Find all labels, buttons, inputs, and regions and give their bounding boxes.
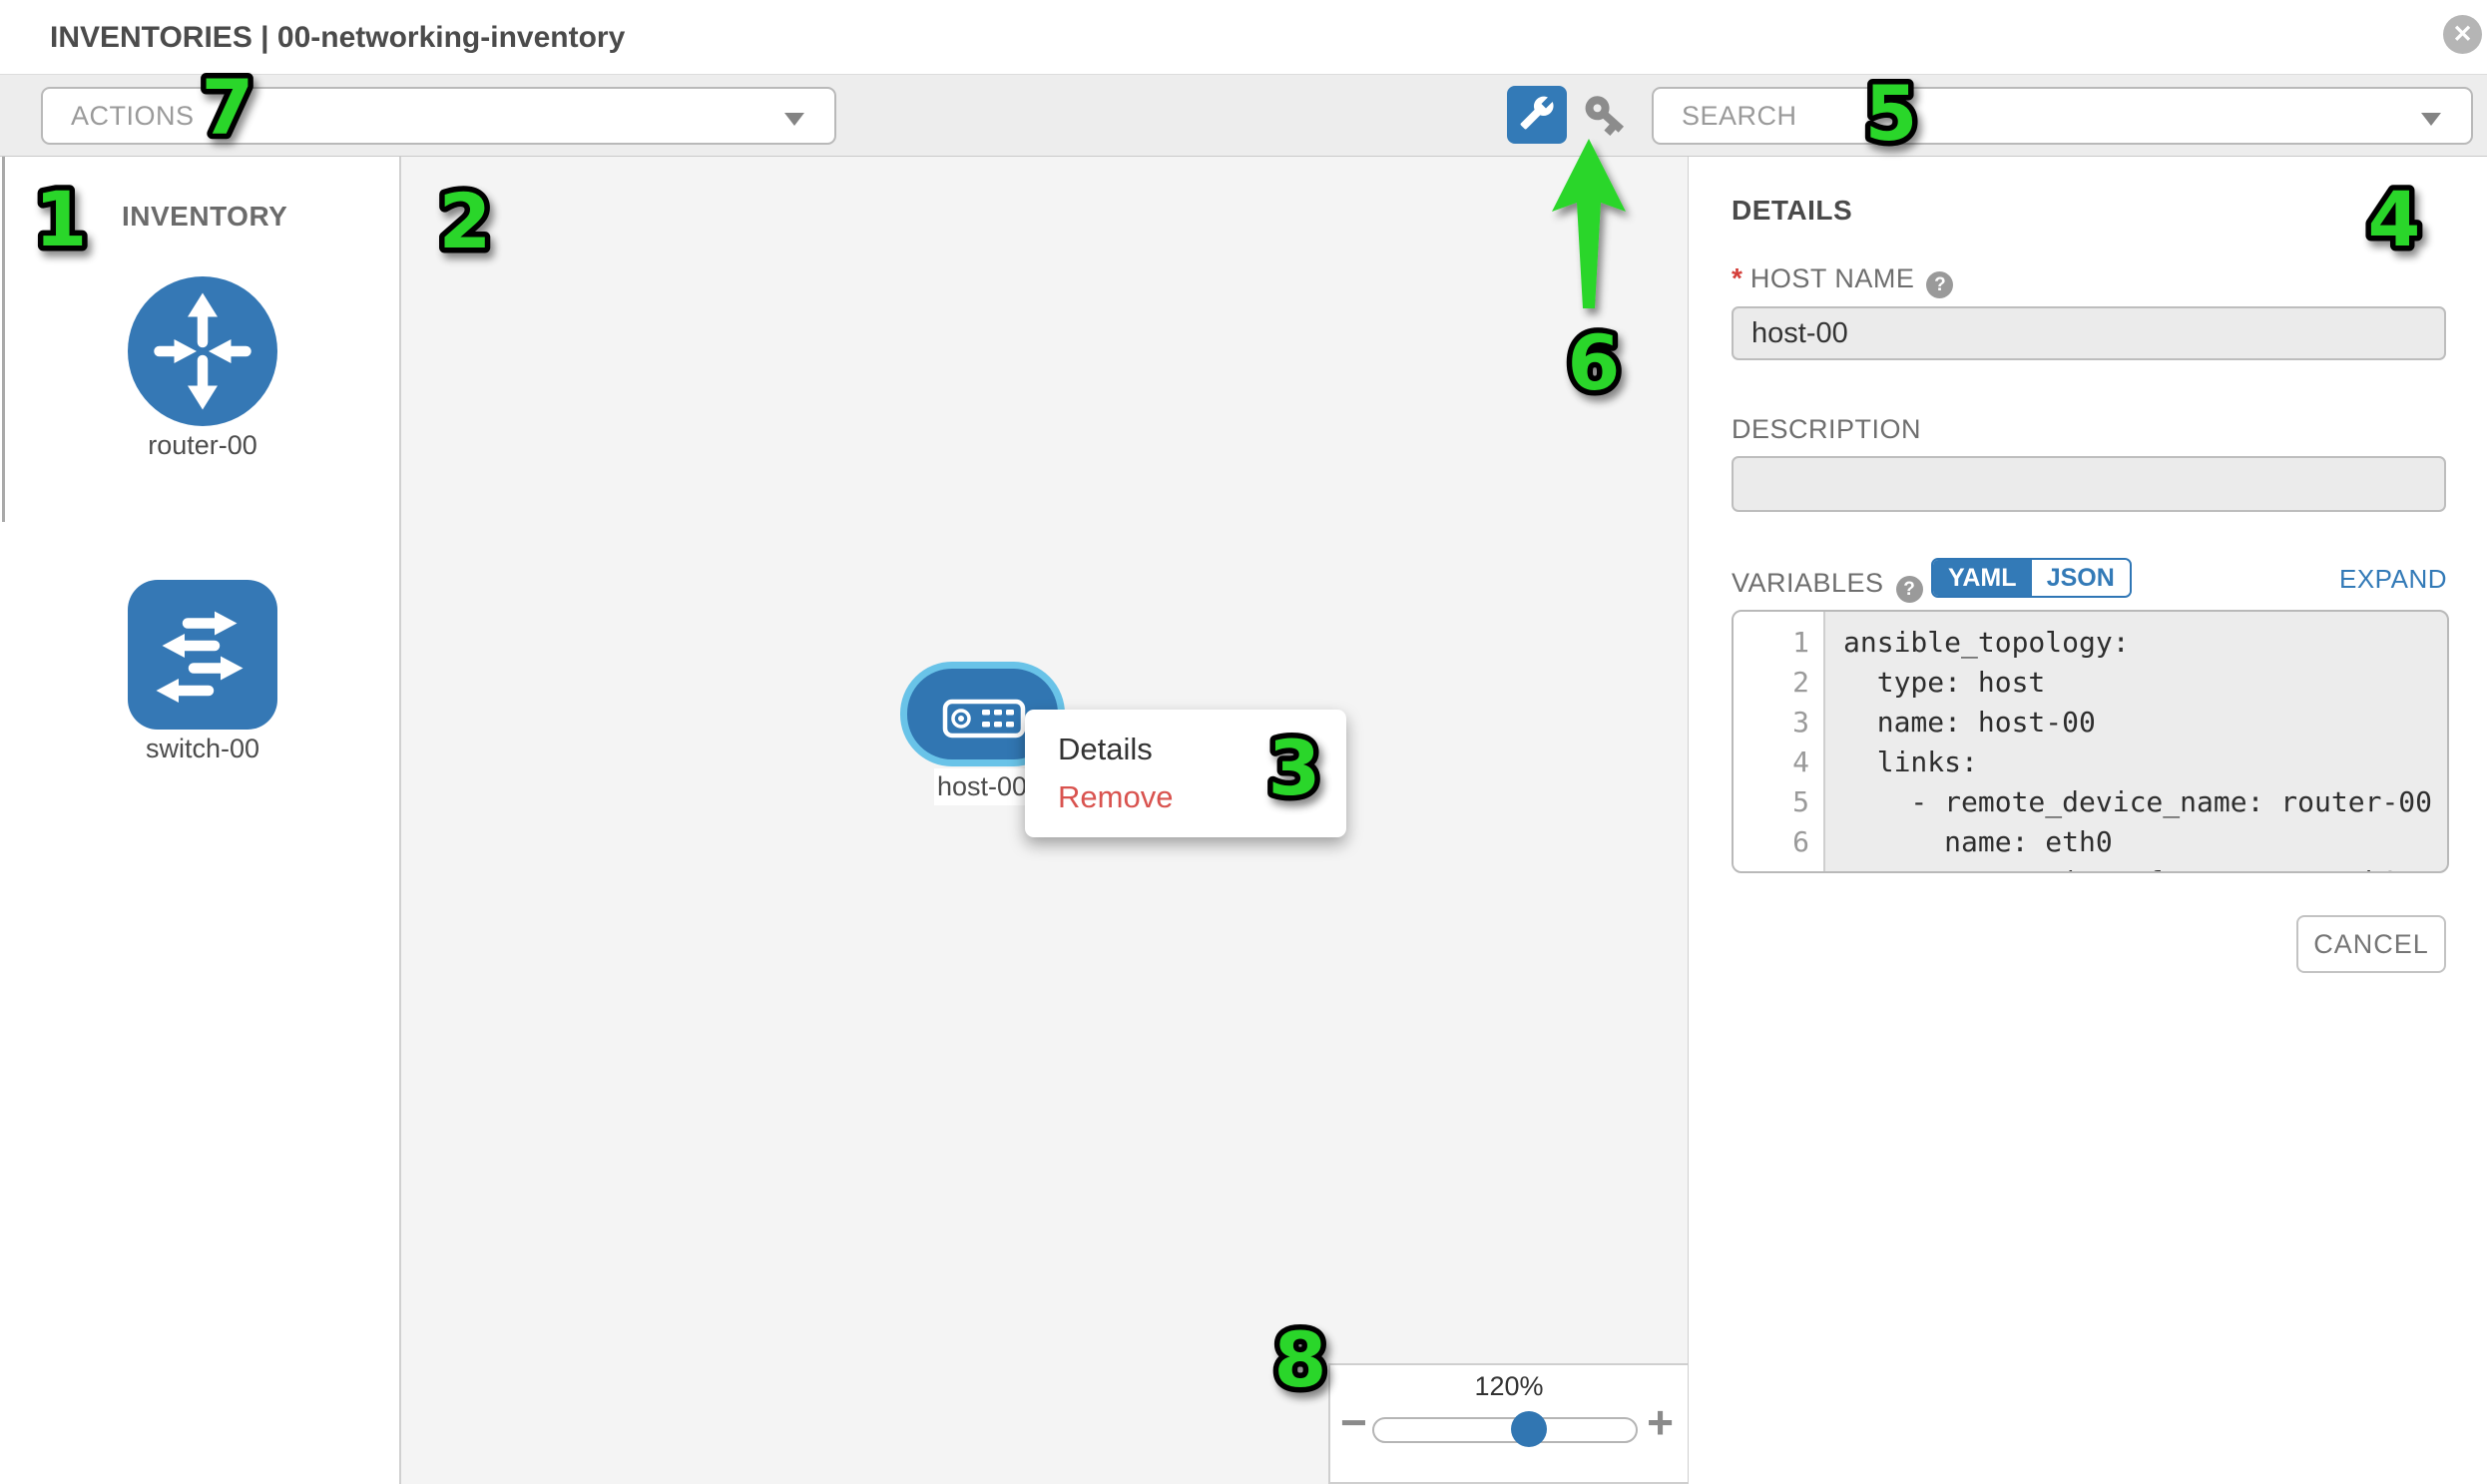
host-name-label: HOST NAME: [1749, 263, 1915, 293]
zoom-level-value: 120%: [1474, 1371, 1544, 1401]
context-menu-item-remove[interactable]: Remove: [1058, 779, 1174, 814]
yaml-toggle-button[interactable]: YAML: [1933, 560, 2032, 596]
chevron-down-icon: [784, 113, 804, 126]
sidebar-edge-divider: [2, 157, 5, 522]
variables-code-editor[interactable]: 1 2 3 4 5 6 7 ansible_topology: type: ho…: [1732, 610, 2449, 873]
context-menu: Details Remove: [1025, 710, 1346, 837]
host-node-label: host-00: [934, 768, 1030, 805]
switch-label: switch-00: [145, 734, 260, 763]
toolbar: ACTIONS SEARCH: [0, 75, 2487, 157]
variables-label-row: VARIABLES?: [1732, 568, 1923, 603]
key-icon: [1581, 91, 1629, 144]
zoom-out-button[interactable]: −: [1340, 1396, 1367, 1448]
host-name-label-row: * HOST NAME?: [1732, 262, 1954, 298]
sidebar-item-router[interactable]: [128, 276, 277, 426]
zoom-slider-track[interactable]: [1372, 1417, 1638, 1443]
wrench-icon: [1519, 95, 1555, 136]
close-icon[interactable]: ✕: [2443, 15, 2482, 54]
code-line-numbers: 1 2 3 4 5 6 7: [1734, 612, 1825, 871]
key-button[interactable]: [1581, 93, 1629, 141]
switch-icon: [128, 580, 277, 734]
search-dropdown[interactable]: SEARCH: [1652, 87, 2473, 145]
zoom-slider-thumb[interactable]: [1511, 1411, 1547, 1447]
code-content: ansible_topology: type: host name: host-…: [1843, 626, 2433, 871]
search-dropdown-label: SEARCH: [1682, 101, 1797, 131]
variables-format-toggle: YAML JSON: [1931, 558, 2132, 598]
router-icon: [128, 276, 277, 430]
details-panel: DETAILS *HOST NAME? DESCRIPTION VARIABLE…: [1689, 157, 2487, 1484]
page-header: INVENTORIES | 00-networking-inventory ✕: [0, 0, 2487, 75]
actions-dropdown[interactable]: ACTIONS: [41, 87, 836, 145]
description-input[interactable]: [1732, 456, 2446, 512]
toggle-toolbox-button[interactable]: [1507, 86, 1567, 144]
host-icon: [942, 699, 1026, 743]
topology-canvas[interactable]: host-00 Details Remove 120% − +: [401, 157, 1690, 1484]
actions-dropdown-label: ACTIONS: [71, 101, 195, 131]
sidebar-heading: INVENTORY: [122, 201, 288, 232]
host-name-input[interactable]: [1732, 306, 2446, 360]
inventory-sidebar: INVENTORY router-00: [0, 157, 401, 1484]
required-marker: *: [1732, 262, 1742, 293]
zoom-in-button[interactable]: +: [1647, 1396, 1674, 1448]
chevron-down-icon: [2421, 113, 2441, 126]
sidebar-item-switch[interactable]: [128, 580, 277, 730]
help-icon[interactable]: ?: [1895, 576, 1923, 603]
cancel-button[interactable]: CANCEL: [2296, 915, 2446, 973]
json-toggle-button[interactable]: JSON: [2031, 560, 2130, 596]
help-icon[interactable]: ?: [1926, 271, 1954, 298]
expand-link[interactable]: EXPAND: [2339, 564, 2447, 594]
zoom-control: 120% − +: [1328, 1363, 1690, 1484]
context-menu-item-details[interactable]: Details: [1058, 732, 1153, 766]
variables-label: VARIABLES: [1732, 568, 1884, 598]
router-label: router-00: [148, 430, 257, 460]
page-title: INVENTORIES | 00-networking-inventory: [50, 21, 626, 54]
description-label: DESCRIPTION: [1732, 414, 1922, 444]
details-panel-heading: DETAILS: [1732, 195, 1853, 226]
